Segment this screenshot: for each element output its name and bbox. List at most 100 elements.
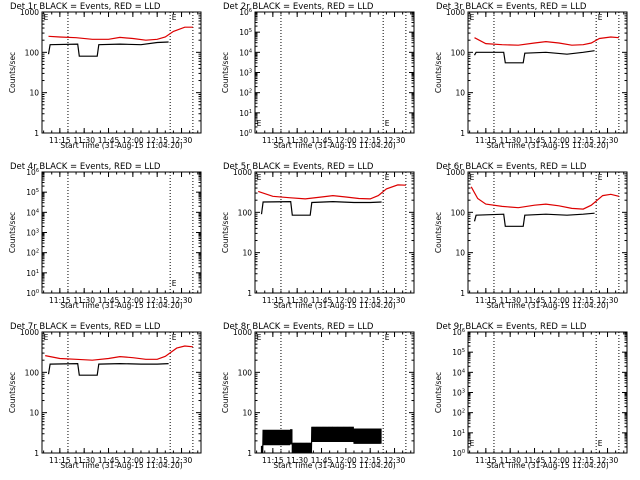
- y-tick-base: 10: [452, 449, 462, 458]
- y-tick-base: 10: [452, 389, 462, 398]
- y-axis-label: Counts/sec: [221, 212, 230, 253]
- y-tick-exponent: 4: [249, 48, 252, 54]
- y-axis-label: Counts/sec: [8, 212, 17, 253]
- y-tick-label: 102: [239, 89, 252, 98]
- detector-panel-d9: Det 9r BLACK = Events, RED = LLD10010110…: [434, 322, 628, 470]
- plot-frame: [254, 331, 415, 454]
- x-tick-label: 12:00: [122, 456, 144, 465]
- x-tick-label: 11:30: [286, 456, 308, 465]
- x-tick-label: 12:00: [548, 136, 570, 145]
- panel-title: Det 7r BLACK = Events, RED = LLD: [10, 322, 161, 332]
- y-tick-label: 10: [29, 89, 39, 98]
- panel-title: Det 8r BLACK = Events, RED = LLD: [223, 322, 374, 332]
- y-tick-label: 100: [451, 208, 466, 217]
- y-tick-label: 1000: [20, 8, 39, 17]
- y-tick-label: 106: [452, 328, 465, 337]
- y-tick-base: 10: [239, 8, 249, 17]
- x-axis-label: Start Time (31-Aug-15 11:04:20): [486, 301, 608, 310]
- y-tick-label: 1: [34, 129, 39, 138]
- y-tick-label: 105: [239, 28, 252, 37]
- lld-series-line: [45, 345, 193, 361]
- panel-title: Det 5r BLACK = Events, RED = LLD: [223, 162, 374, 172]
- detector-panel-d3: Det 3r BLACK = Events, RED = LLD 1 10 100 10…: [434, 2, 628, 150]
- plot-frame: [41, 11, 202, 134]
- x-tick-label: 11:15: [475, 136, 497, 145]
- x-tick-label: 12:30: [384, 296, 406, 305]
- y-tick-label: 102: [26, 249, 39, 258]
- panel-title: Det 4r BLACK = Events, RED = LLD: [10, 162, 161, 172]
- x-tick-label: 11:45: [98, 136, 120, 145]
- lld-series-line: [470, 186, 620, 210]
- x-tick-label: 12:00: [548, 296, 570, 305]
- plot-frame: [41, 331, 202, 454]
- x-tick-label: 11:15: [475, 296, 497, 305]
- x-tick-label: 11:45: [311, 296, 333, 305]
- detector-panel-d5: Det 5r BLACK = Events, RED = LLD 1 10 100 10…: [221, 162, 415, 310]
- plot-frame: [467, 331, 628, 454]
- x-tick-label: 11:45: [311, 456, 333, 465]
- y-tick-exponent: 4: [36, 208, 39, 214]
- y-tick-base: 10: [239, 129, 249, 138]
- x-tick-label: 12:15: [146, 296, 168, 305]
- y-tick-label: 104: [452, 368, 465, 377]
- eclipse-marker: E: [598, 13, 603, 22]
- eclipse-marker: E: [598, 439, 603, 448]
- panel-title: Det 1r BLACK = Events, RED = LLD: [10, 2, 161, 12]
- y-tick-base: 10: [26, 269, 36, 278]
- x-tick-label: 12:15: [359, 296, 381, 305]
- y-tick-label: 10: [455, 249, 465, 258]
- y-tick-label: 100: [238, 208, 253, 217]
- y-tick-base: 10: [26, 208, 36, 217]
- y-tick-exponent: 5: [462, 348, 465, 354]
- y-tick-label: 1000: [20, 328, 39, 337]
- x-tick-label: 12:00: [548, 456, 570, 465]
- y-tick-base: 10: [452, 409, 462, 418]
- x-tick-label: 11:45: [524, 136, 546, 145]
- events-series-line: [473, 50, 595, 64]
- x-axis-label: Start Time (31-Aug-15 11:04:20): [273, 141, 395, 150]
- y-tick-exponent: 2: [462, 409, 465, 415]
- y-tick-base: 10: [26, 229, 36, 238]
- x-tick-label: 11:30: [499, 136, 521, 145]
- x-tick-label: 12:00: [335, 296, 357, 305]
- x-tick-label: 11:30: [73, 456, 95, 465]
- eclipse-marker: E: [385, 173, 390, 182]
- y-tick-exponent: 5: [249, 28, 252, 34]
- plot-frame: [254, 11, 415, 134]
- y-tick-label: 1: [247, 449, 252, 458]
- y-tick-label: 100: [451, 48, 466, 57]
- y-tick-label: 1: [34, 449, 39, 458]
- y-tick-label: 1: [460, 129, 465, 138]
- eclipse-marker: E: [44, 13, 49, 22]
- eclipse-marker: E: [257, 333, 262, 342]
- eclipse-marker: E: [172, 279, 177, 288]
- y-tick-label: 101: [452, 429, 465, 438]
- x-tick-label: 11:15: [49, 136, 71, 145]
- x-tick-label: 11:30: [73, 136, 95, 145]
- x-tick-label: 11:45: [524, 296, 546, 305]
- x-tick-label: 11:15: [49, 296, 71, 305]
- detector-panel-d8: Det 8r BLACK = Events, RED = LLD 1 10 100 10…: [221, 322, 415, 470]
- y-tick-label: 103: [239, 69, 252, 78]
- y-tick-label: 10: [455, 89, 465, 98]
- plot-frame: [467, 11, 628, 134]
- y-tick-label: 105: [26, 188, 39, 197]
- x-tick-label: 11:45: [524, 456, 546, 465]
- eclipse-marker: E: [257, 173, 262, 182]
- eclipse-marker: E: [257, 119, 262, 128]
- y-axis-label: Counts/sec: [434, 372, 443, 413]
- eclipse-marker: E: [470, 439, 475, 448]
- y-tick-label: 100: [239, 129, 252, 138]
- eclipse-marker: E: [470, 173, 475, 182]
- y-tick-base: 10: [239, 109, 249, 118]
- y-tick-label: 10: [242, 249, 252, 258]
- y-tick-exponent: 1: [462, 429, 465, 435]
- x-tick-label: 11:15: [262, 136, 284, 145]
- y-tick-exponent: 0: [249, 129, 252, 135]
- y-tick-label: 101: [26, 269, 39, 278]
- y-tick-base: 10: [239, 89, 249, 98]
- x-tick-label: 12:15: [146, 456, 168, 465]
- y-tick-exponent: 3: [36, 229, 39, 235]
- y-tick-exponent: 3: [249, 69, 252, 75]
